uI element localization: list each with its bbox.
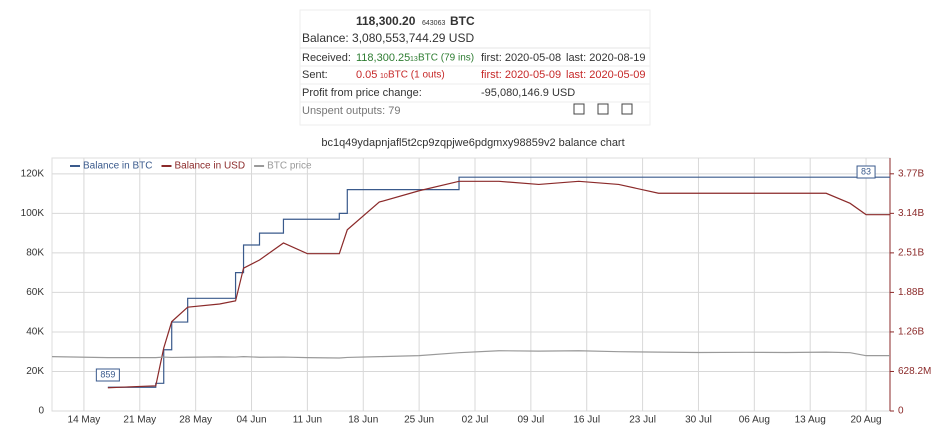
legend-label: BTC price xyxy=(267,161,312,172)
sent-small: 10 xyxy=(380,73,388,80)
y2-tick-label: 2.51B xyxy=(898,248,924,259)
profit-label: Profit from price change: xyxy=(302,87,422,99)
plot: 0 20K 40K 60K 80K 100K 120K 0 628.2M 1.26B 1.88B 2.… xyxy=(21,157,931,426)
action-icons[interactable] xyxy=(573,103,633,115)
received-label: Received: xyxy=(302,52,351,64)
x-tick-label: 16 Jul xyxy=(573,415,600,426)
sent-label: Sent: xyxy=(302,69,328,81)
x-tick-label: 02 Jul xyxy=(462,415,489,426)
y2-tick-label: 1.88B xyxy=(898,287,924,298)
x-tick-label: 04 Jun xyxy=(237,415,267,426)
x-tick-label: 09 Jul xyxy=(518,415,545,426)
balance-btc-unit: BTC xyxy=(450,14,475,28)
received-last: last: 2020-08-19 xyxy=(566,52,646,64)
sent-first: first: 2020-05-09 xyxy=(481,69,561,81)
unspent-outputs: Unspent outputs: 79 xyxy=(302,105,400,117)
balance-usd: Balance: 3,080,553,744.29 USD xyxy=(302,31,474,45)
y-tick-label: 120K xyxy=(21,168,45,179)
y2-tick-label: 628.2M xyxy=(898,366,931,377)
y-tick-label: 80K xyxy=(26,248,44,259)
received-first: first: 2020-05-08 xyxy=(481,52,561,64)
icon[interactable] xyxy=(573,103,585,115)
y2-tick-label: 3.14B xyxy=(898,208,924,219)
series-line xyxy=(107,176,890,388)
received-unit: BTC (79 ins) xyxy=(418,53,474,64)
legend-label: Balance in BTC xyxy=(83,161,152,172)
sent-last: last: 2020-05-09 xyxy=(566,69,646,81)
x-tick-label: 11 Jun xyxy=(293,415,322,426)
x-tick-label: 20 Aug xyxy=(850,415,881,426)
x-tick-label: 23 Jul xyxy=(629,415,656,426)
summary-box xyxy=(299,9,651,126)
y2-tick-label: 1.26B xyxy=(898,327,924,338)
x-tick-label: 14 May xyxy=(68,415,101,426)
received-amount: 118,300.25 xyxy=(356,52,410,64)
chart-title: bc1q49ydapnjafl5t2cp9zqpjwe6pdgmxy98859v… xyxy=(321,137,624,149)
icon[interactable] xyxy=(597,103,609,115)
x-tick-label: 28 May xyxy=(179,415,212,426)
x-tick-label: 18 Jun xyxy=(348,415,378,426)
received-small: 13 xyxy=(410,56,418,63)
balance-btc: 118,300.20 xyxy=(356,14,416,28)
icon[interactable] xyxy=(621,103,633,115)
balance-btc-small: 643063 xyxy=(422,20,445,27)
y2-tick-label: 3.77B xyxy=(898,168,924,179)
profit-value: -95,080,146.9 USD xyxy=(481,87,575,99)
series-line xyxy=(51,350,890,359)
annotation-label: 859 xyxy=(100,369,115,379)
x-tick-label: 13 Aug xyxy=(795,415,826,426)
y-tick-label: 100K xyxy=(21,208,45,219)
plot-area xyxy=(51,157,891,412)
sent-amount: 0.05 xyxy=(356,69,377,81)
y-tick-label: 60K xyxy=(26,287,44,298)
legend-label: Balance in USD xyxy=(174,161,245,172)
sent-unit: BTC (1 outs) xyxy=(388,70,445,81)
x-tick-label: 06 Aug xyxy=(739,415,770,426)
y-tick-label: 40K xyxy=(26,327,44,338)
x-tick-label: 30 Jul xyxy=(685,415,712,426)
series-line xyxy=(107,180,890,389)
x-tick-label: 25 Jun xyxy=(404,415,434,426)
annotation-box xyxy=(95,368,120,382)
x-tick-label: 21 May xyxy=(123,415,156,426)
y2-tick-label: 0 xyxy=(898,406,904,417)
y-tick-label: 20K xyxy=(26,366,44,377)
annotation-box xyxy=(856,165,876,179)
annotation-label: 83 xyxy=(861,166,871,176)
y-tick-label: 0 xyxy=(38,406,44,417)
